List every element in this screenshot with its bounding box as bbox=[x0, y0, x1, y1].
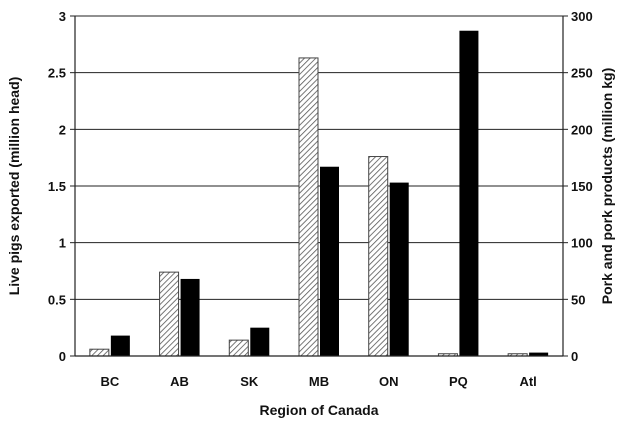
bar-bc-pork-products bbox=[110, 335, 130, 356]
bar-on-pork-products bbox=[389, 182, 409, 356]
bar-bc-live-pigs bbox=[89, 348, 110, 357]
right-tick-label: 250 bbox=[571, 66, 593, 81]
bar-mb-pork-products bbox=[320, 166, 339, 356]
bar-ab-live-pigs bbox=[159, 271, 180, 357]
x-tick-label: ON bbox=[379, 374, 399, 389]
left-axis-title: Live pigs exported (million head) bbox=[6, 77, 22, 296]
x-tick-label: PQ bbox=[449, 374, 468, 389]
right-tick-label: 300 bbox=[571, 9, 593, 24]
bar-on-live-pigs bbox=[368, 156, 389, 357]
bar-pq-pork-products bbox=[459, 30, 479, 356]
x-tick-label: MB bbox=[309, 374, 329, 389]
x-axis-ticks: BC AB SK MB ON PQ Atl bbox=[100, 374, 536, 389]
left-tick-label: 3 bbox=[59, 9, 66, 24]
gridlines bbox=[75, 15, 563, 300]
left-tick-label: 1.5 bbox=[48, 179, 66, 194]
x-tick-label: AB bbox=[170, 374, 189, 389]
left-tick-label: 0 bbox=[59, 349, 66, 364]
left-tick-label: 0.5 bbox=[48, 292, 66, 307]
bar-ab-pork-products bbox=[180, 278, 200, 356]
left-tick-label: 1 bbox=[59, 236, 66, 251]
x-tick-label: BC bbox=[100, 374, 119, 389]
x-tick-label: SK bbox=[240, 374, 259, 389]
right-axis-title: Pork and pork products (million kg) bbox=[599, 68, 615, 304]
right-tick-label: 100 bbox=[571, 236, 593, 251]
bar-sk-live-pigs bbox=[228, 339, 249, 357]
right-tick-label: 200 bbox=[571, 122, 593, 137]
right-tick-label: 50 bbox=[571, 292, 585, 307]
right-tick-label: 0 bbox=[571, 349, 578, 364]
x-axis-title: Region of Canada bbox=[259, 402, 378, 418]
left-axis-ticks: 0 0.5 1 1.5 2 2.5 3 bbox=[48, 9, 75, 364]
x-tick-label: Atl bbox=[519, 374, 536, 389]
left-tick-label: 2 bbox=[59, 122, 66, 137]
bar-mb-live-pigs bbox=[298, 57, 319, 357]
left-tick-label: 2.5 bbox=[48, 66, 66, 81]
right-tick-label: 150 bbox=[571, 179, 593, 194]
bar-atl-pork-products bbox=[529, 352, 549, 356]
bars bbox=[89, 30, 549, 357]
right-axis-ticks: 0 50 100 150 200 250 300 bbox=[563, 9, 593, 364]
bar-sk-pork-products bbox=[250, 327, 270, 356]
